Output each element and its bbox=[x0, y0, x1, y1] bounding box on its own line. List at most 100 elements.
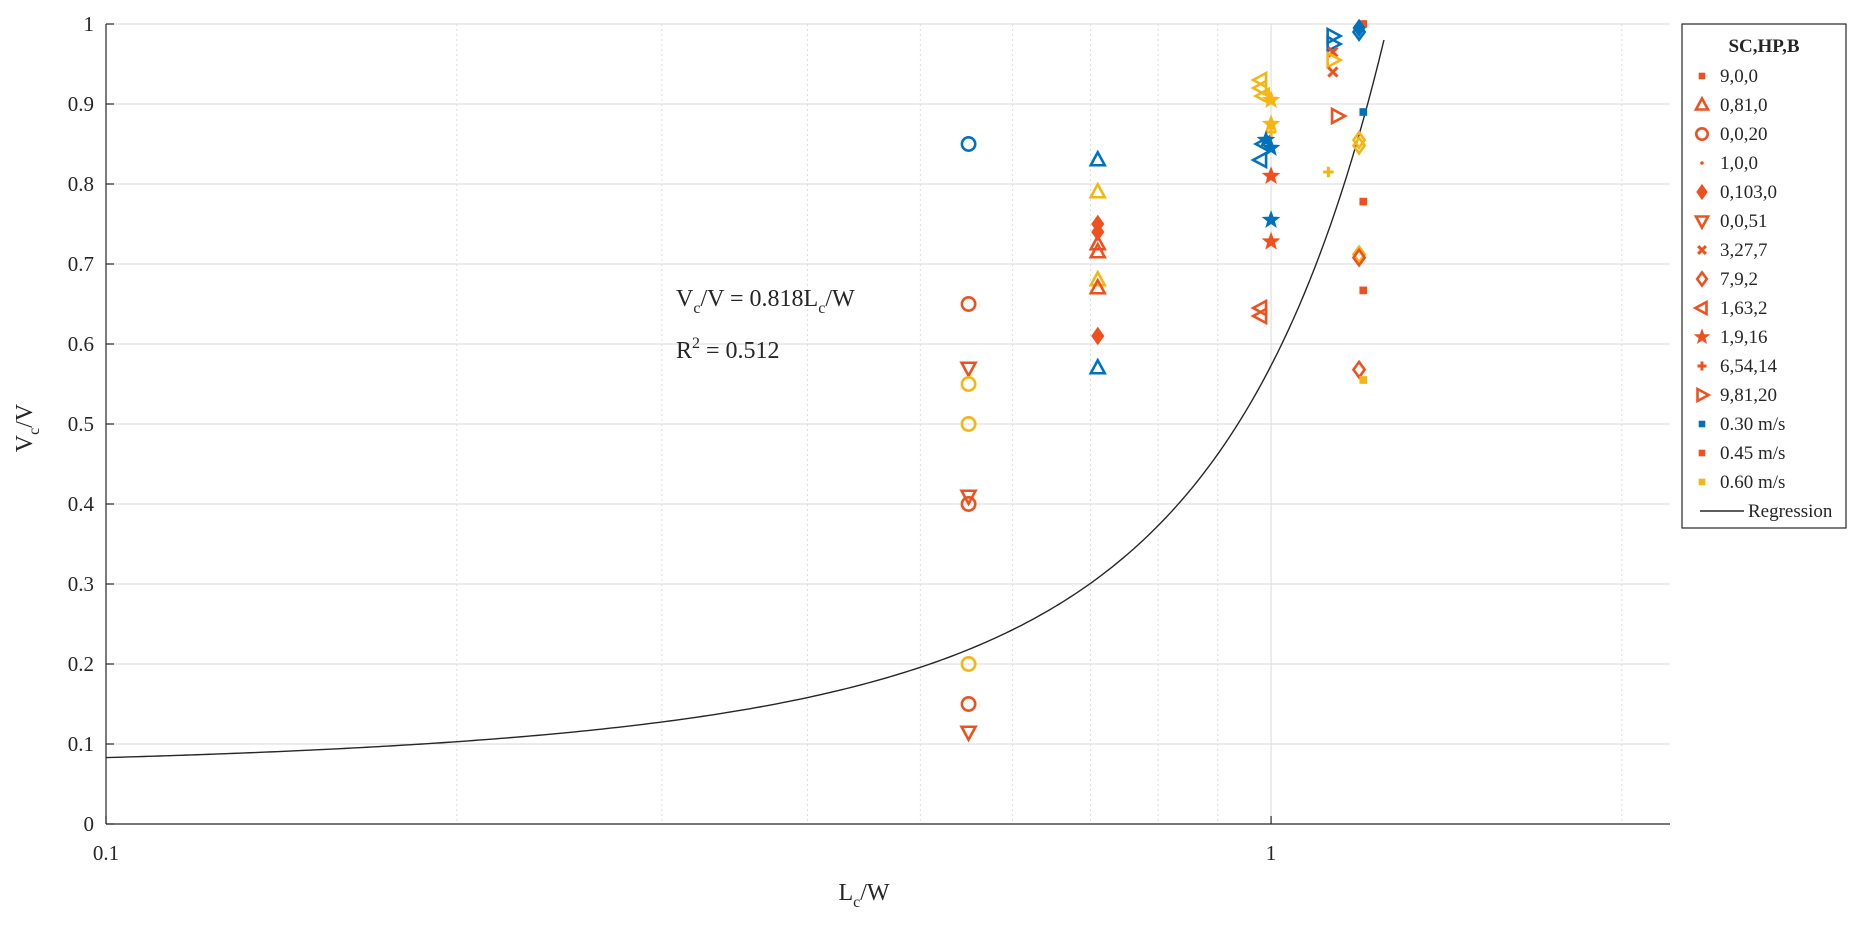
legend-marker bbox=[1695, 270, 1709, 288]
data-point bbox=[959, 725, 978, 743]
data-point bbox=[1359, 376, 1368, 384]
data-point bbox=[960, 496, 977, 512]
data-point bbox=[1261, 138, 1281, 156]
data-point bbox=[960, 416, 977, 432]
data-point bbox=[1088, 233, 1107, 251]
y-tick-label: 0.5 bbox=[68, 412, 94, 436]
legend-marker bbox=[1698, 420, 1706, 428]
y-tick-label: 0.6 bbox=[68, 332, 94, 356]
legend-marker bbox=[1693, 328, 1711, 344]
legend-marker bbox=[1693, 215, 1711, 231]
legend-marker bbox=[1698, 478, 1706, 486]
legend-marker bbox=[1693, 95, 1711, 111]
legend-title: SC,HP,B bbox=[1728, 36, 1799, 57]
y-tick-label: 1 bbox=[84, 12, 95, 36]
data-points bbox=[959, 18, 1368, 743]
data-point bbox=[1252, 134, 1270, 154]
tick-labels: 0 0.1 0.2 0.3 0.4 0.5 0.6 0.7 0.8 0.9 1 0.1 1 bbox=[68, 12, 1277, 865]
legend-label: 0,0,51 bbox=[1720, 211, 1768, 232]
legend-marker bbox=[1696, 386, 1712, 404]
y-tick-label: 0 bbox=[84, 812, 95, 836]
data-point bbox=[1351, 22, 1367, 42]
data-point bbox=[960, 136, 977, 152]
legend: SC,HP,B 9,0,0 0,81,0 0,0,20 1,0,0 0,103,0 0,0… bbox=[1681, 23, 1847, 529]
legend-label: 0,81,0 bbox=[1720, 95, 1768, 116]
data-point bbox=[1250, 78, 1268, 98]
grid bbox=[106, 23, 1670, 824]
legend-label: 9,0,0 bbox=[1720, 66, 1758, 87]
data-point bbox=[959, 361, 978, 379]
legend-label: 0,103,0 bbox=[1720, 182, 1777, 203]
data-point bbox=[1088, 181, 1107, 199]
data-point bbox=[1088, 269, 1107, 287]
data-point bbox=[1351, 244, 1367, 265]
data-point bbox=[1326, 34, 1344, 54]
data-point bbox=[1359, 20, 1368, 28]
data-point bbox=[960, 696, 977, 712]
regression-line bbox=[105, 39, 1385, 759]
data-point bbox=[960, 376, 977, 392]
data-point bbox=[1359, 286, 1368, 295]
legend-marker bbox=[1692, 299, 1708, 317]
data-point bbox=[1326, 50, 1344, 70]
data-point bbox=[1088, 357, 1107, 375]
y-tick-label: 0.2 bbox=[68, 652, 94, 676]
data-point bbox=[1261, 90, 1281, 108]
data-point bbox=[1352, 18, 1366, 38]
data-point bbox=[1351, 247, 1367, 268]
legend-label: 0.30 m/s bbox=[1720, 414, 1785, 435]
r-squared: R2 = 0.512 bbox=[676, 335, 780, 364]
data-point bbox=[1351, 130, 1367, 150]
data-point bbox=[1091, 326, 1105, 346]
legend-box bbox=[1681, 23, 1847, 529]
legend-label: 1,63,2 bbox=[1720, 298, 1768, 319]
data-point bbox=[1088, 149, 1107, 167]
data-point bbox=[1261, 166, 1281, 184]
data-point bbox=[1261, 210, 1281, 228]
data-point bbox=[1252, 86, 1270, 106]
legend-label: 1,9,16 bbox=[1720, 327, 1768, 348]
legend-label: 0.45 m/s bbox=[1720, 443, 1785, 464]
legend-marker bbox=[1696, 183, 1708, 201]
legend-marker bbox=[1695, 127, 1710, 142]
legend-marker bbox=[1698, 449, 1706, 457]
data-point bbox=[1351, 359, 1367, 380]
data-point bbox=[1330, 106, 1348, 126]
y-axis-title: Vc/V bbox=[12, 403, 43, 452]
data-point bbox=[1265, 126, 1277, 138]
data-point bbox=[1261, 231, 1281, 250]
data-point bbox=[960, 656, 977, 672]
legend-label: 6,54,14 bbox=[1720, 356, 1778, 377]
legend-marker bbox=[1697, 245, 1707, 255]
legend-marker bbox=[1700, 161, 1704, 165]
legend-label: 0.60 m/s bbox=[1720, 472, 1785, 493]
y-tick-label: 0.1 bbox=[68, 732, 94, 756]
axes bbox=[105, 23, 1670, 825]
regression-equation: Vc/V = 0.818Lc/W bbox=[676, 286, 855, 317]
y-tick-label: 0.3 bbox=[68, 572, 94, 596]
data-point bbox=[960, 296, 977, 312]
x-axis-title: Lc/W bbox=[838, 880, 889, 911]
y-tick-label: 0.7 bbox=[68, 252, 94, 276]
data-point bbox=[1327, 66, 1339, 78]
x-tick-label: 0.1 bbox=[93, 841, 119, 865]
y-tick-label: 0.4 bbox=[68, 492, 95, 516]
x-tick-label: 1 bbox=[1266, 841, 1277, 865]
legend-label: 9,81,20 bbox=[1720, 385, 1777, 406]
data-point bbox=[1250, 306, 1268, 326]
data-point bbox=[1088, 277, 1107, 295]
legend-label: 1,0,0 bbox=[1720, 153, 1758, 174]
data-point bbox=[1323, 166, 1334, 178]
y-tick-label: 0.9 bbox=[68, 92, 94, 116]
data-point bbox=[1359, 108, 1368, 116]
legend-label: 3,27,7 bbox=[1720, 240, 1768, 261]
data-point bbox=[1091, 222, 1105, 242]
y-tick-label: 0.8 bbox=[68, 172, 94, 196]
data-point bbox=[1351, 135, 1367, 156]
regression bbox=[105, 39, 1385, 759]
data-point bbox=[1250, 150, 1268, 170]
legend-label: 0,0,20 bbox=[1720, 124, 1768, 145]
legend-marker bbox=[1697, 361, 1707, 371]
legend-label: 7,9,2 bbox=[1720, 269, 1758, 290]
